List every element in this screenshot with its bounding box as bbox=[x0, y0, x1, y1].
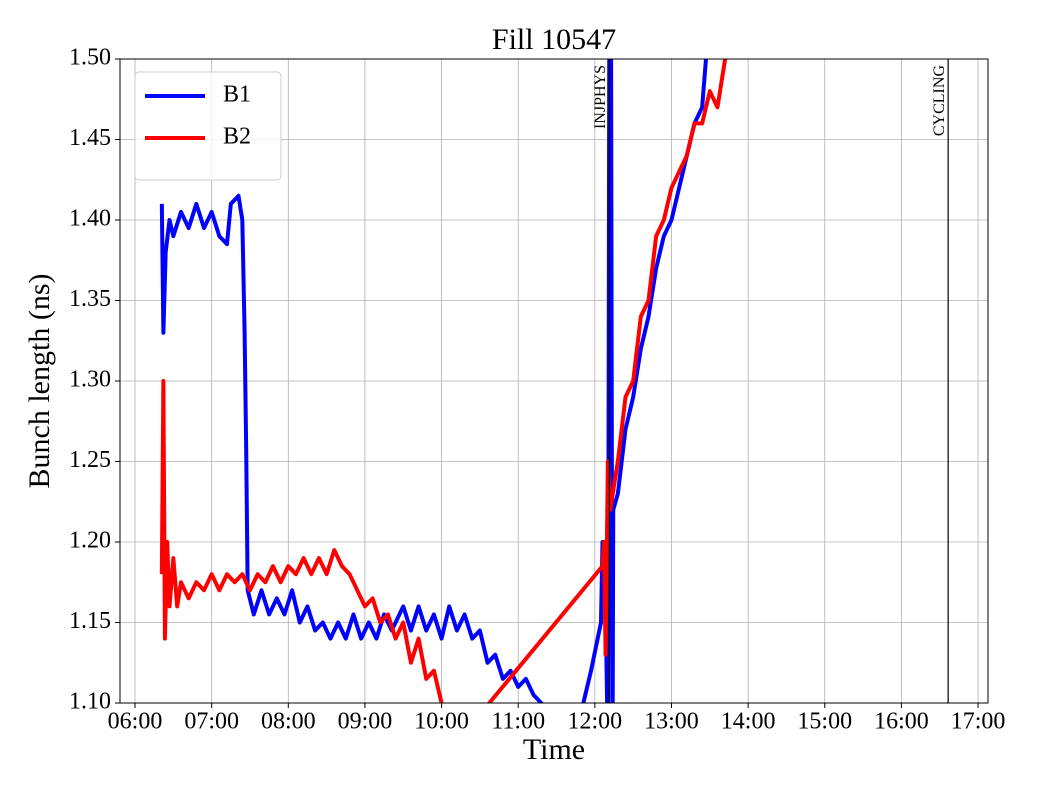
x-tick-label: 13:00 bbox=[644, 709, 699, 735]
grid bbox=[120, 58, 988, 704]
chart-title: Fill 10547 bbox=[492, 23, 616, 56]
y-tick-label: 1.10 bbox=[69, 689, 111, 715]
x-axis-label: Time bbox=[523, 733, 585, 766]
x-tick-label: 16:00 bbox=[874, 709, 929, 735]
series-line bbox=[159, 59, 728, 703]
y-tick-label: 1.15 bbox=[69, 608, 111, 634]
x-tick-label: 08:00 bbox=[261, 709, 316, 735]
series-line bbox=[159, 59, 708, 703]
y-tick-label: 1.25 bbox=[69, 447, 111, 473]
annotation-label: CYCLING bbox=[931, 65, 948, 137]
plot-lines bbox=[159, 59, 949, 703]
y-tick-label: 1.50 bbox=[69, 45, 111, 71]
annotation-label: INJPHYS bbox=[592, 65, 609, 129]
x-tick-label: 14:00 bbox=[721, 709, 776, 735]
y-tick-label: 1.30 bbox=[69, 367, 111, 393]
x-tick-label: 12:00 bbox=[568, 709, 623, 735]
legend-label: B2 bbox=[223, 124, 251, 150]
x-tick-label: 10:00 bbox=[414, 709, 469, 735]
legend: B1 B2 bbox=[134, 71, 282, 181]
ticks: 06:00 07:00 08:00 09:00 10:00 11:00 12:00 13:00… bbox=[69, 45, 1005, 735]
x-tick-label: 15:00 bbox=[797, 709, 852, 735]
x-tick-label: 11:00 bbox=[491, 709, 545, 735]
x-tick-label: 07:00 bbox=[184, 709, 239, 735]
y-tick-label: 1.35 bbox=[69, 286, 111, 312]
legend-box bbox=[134, 71, 282, 181]
x-tick-label: 09:00 bbox=[338, 709, 393, 735]
y-axis-label: Bunch length (ns) bbox=[23, 274, 56, 489]
y-tick-label: 1.45 bbox=[69, 125, 111, 151]
y-tick-label: 1.40 bbox=[69, 206, 111, 232]
x-tick-label: 17:00 bbox=[951, 709, 1006, 735]
y-tick-label: 1.20 bbox=[69, 528, 111, 554]
x-tick-label: 06:00 bbox=[108, 709, 163, 735]
legend-label: B1 bbox=[223, 82, 251, 108]
